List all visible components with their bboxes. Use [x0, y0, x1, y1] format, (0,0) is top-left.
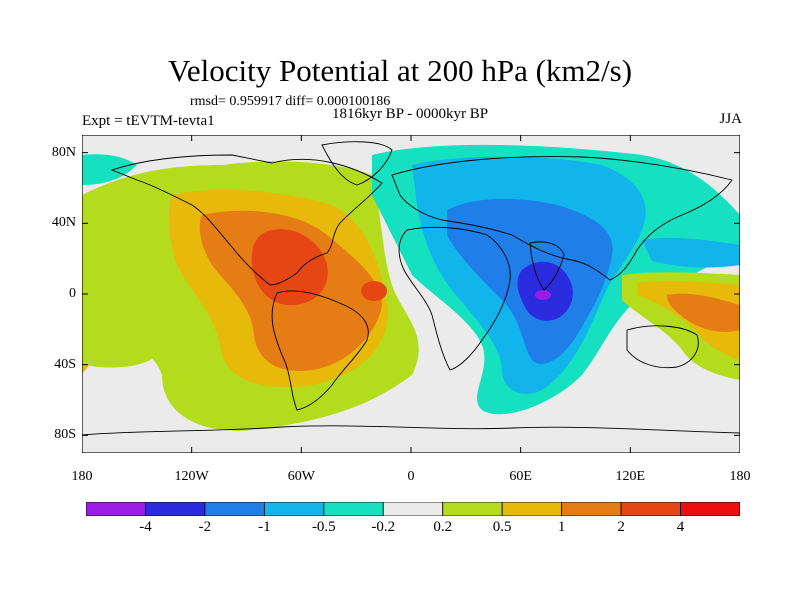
coast-india	[529, 241, 565, 291]
plot-title: Velocity Potential at 200 hPa (km2/s)	[167, 53, 633, 88]
axis-ticks	[82, 135, 740, 453]
colorbar-swatch	[86, 502, 146, 516]
stats-label: rmsd= 0.959917 diff= 0.000100186	[190, 94, 391, 109]
lat-tick-label: 40S	[54, 356, 76, 372]
contour-band-0.2-0.5-west	[82, 230, 115, 272]
colorbar-label: 4	[676, 519, 685, 535]
colorbar-swatch	[680, 502, 740, 516]
coast-south-america	[271, 290, 369, 411]
lon-tick-label: 180	[71, 469, 93, 484]
colorbar-label: 1	[557, 519, 566, 535]
coast-australia	[626, 325, 699, 369]
colorbar-label: 0.2	[433, 519, 453, 535]
plot-subtitle: 1816kyr BP - 0000kyr BP	[331, 106, 489, 122]
coast-greenland	[321, 141, 393, 186]
colorbar-swatch	[620, 502, 681, 516]
colorbar-label: -2	[198, 519, 212, 535]
contour-band-2-4-east	[361, 281, 387, 301]
lon-tick-label: 60W	[287, 469, 315, 484]
lat-tick-label: 0	[69, 286, 76, 301]
colorbar-swatch	[263, 502, 325, 516]
colorbar	[86, 502, 740, 516]
colorbar-swatch	[442, 502, 503, 516]
colorbar-swatch	[323, 502, 384, 516]
lon-tick-label: 60E	[509, 469, 532, 484]
colorbar-swatch	[145, 502, 206, 516]
lon-tick-label: 180	[729, 469, 751, 484]
lon-tick-label: 120E	[615, 469, 646, 484]
velocity-potential-map	[82, 135, 740, 453]
lon-tick-label: 120W	[174, 469, 209, 484]
colorbar-swatch	[561, 502, 622, 516]
lat-tick-label: 80N	[51, 144, 76, 160]
coast-eurasia	[391, 156, 733, 281]
contour-band-neg0.2-neg0.5-north	[82, 154, 137, 185]
lon-tick-label: 0	[407, 469, 415, 484]
colorbar-swatch	[501, 502, 563, 516]
contour-band-1-2-maritime	[667, 293, 740, 332]
season-label: JJA	[719, 111, 742, 127]
contour-band-below-neg4	[535, 290, 551, 300]
colorbar-swatch	[382, 502, 444, 516]
coast-north-america	[110, 154, 383, 286]
coast-antarctica	[82, 425, 740, 436]
colorbar-label: -0.2	[371, 519, 396, 535]
lat-tick-label: 40N	[51, 215, 76, 231]
contour-band-0.2-0.5-pacific	[82, 309, 165, 368]
coast-africa	[398, 226, 511, 371]
colorbar-label: -1	[258, 519, 271, 535]
colorbar-label: -0.5	[311, 519, 336, 535]
colorbar-label: 0.5	[492, 519, 512, 535]
colorbar-swatch	[204, 502, 265, 516]
coastlines	[82, 141, 740, 436]
colorbar-label: -4	[139, 519, 152, 535]
lat-tick-label: 80S	[54, 427, 76, 443]
colorbar-label: 2	[617, 519, 625, 535]
contour-band-neg0.5-neg1-east	[642, 237, 740, 268]
experiment-label: Expt = tEVTM-tevta1	[82, 113, 215, 129]
contour-band-2-4	[251, 229, 328, 306]
